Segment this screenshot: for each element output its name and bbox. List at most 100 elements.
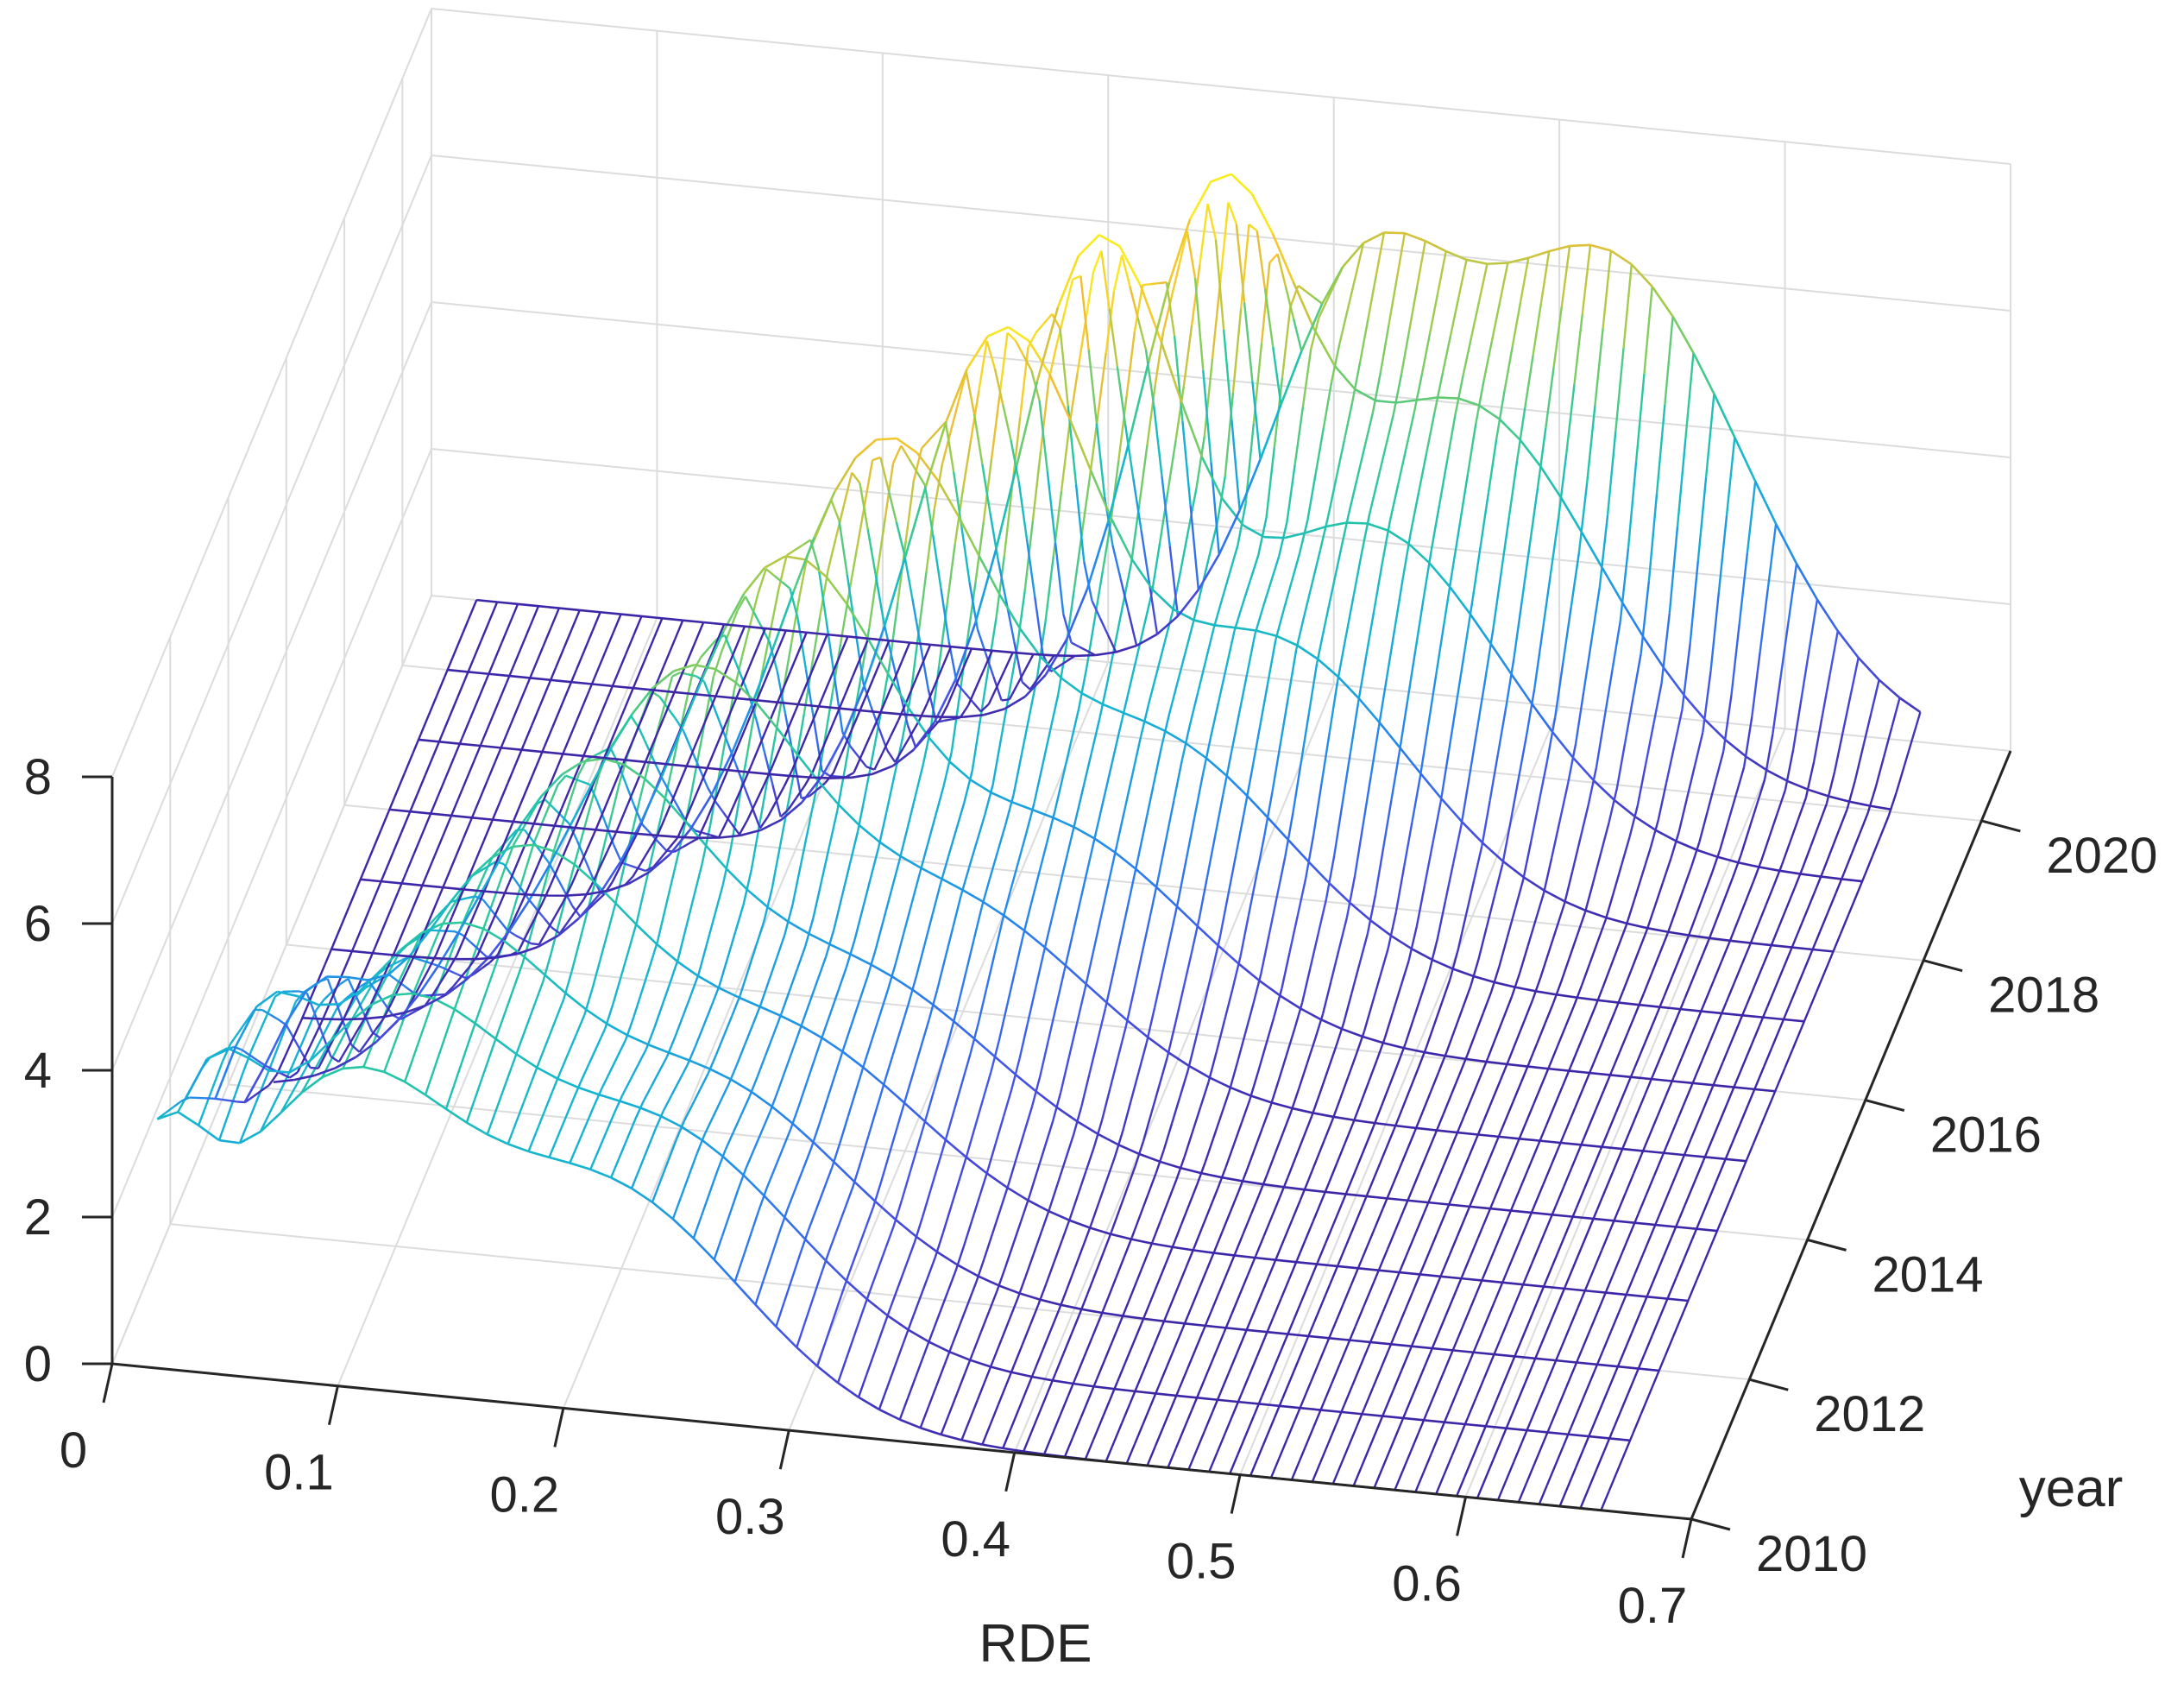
mesh-line-rde xyxy=(503,940,526,958)
mesh-line-rde xyxy=(631,1187,653,1203)
mesh-line-year xyxy=(1611,621,1621,671)
mesh-line-year xyxy=(1492,1440,1502,1460)
mesh-line-rde xyxy=(383,1070,406,1083)
mesh-line-year xyxy=(966,1126,977,1156)
mesh-line-year xyxy=(678,660,689,681)
mesh-line-year xyxy=(654,1110,665,1130)
mesh-line-year xyxy=(425,855,436,876)
mesh-line-year xyxy=(1714,1062,1724,1082)
mesh-line-year xyxy=(1533,1444,1544,1465)
mesh-line-rde xyxy=(525,893,546,897)
z-tick-label: 8 xyxy=(24,749,52,805)
mesh-line-year xyxy=(1080,1074,1091,1107)
mesh-line-year xyxy=(744,596,755,612)
mesh-line-year xyxy=(892,1200,903,1227)
mesh-line-rde xyxy=(600,610,621,615)
mesh-line-year xyxy=(1443,572,1453,625)
mesh-line-rde xyxy=(674,691,695,696)
mesh-line-rde xyxy=(1033,653,1054,657)
mesh-line-year xyxy=(1119,1301,1130,1322)
mesh-line-year xyxy=(270,1042,281,1064)
mesh-line-year xyxy=(848,830,859,865)
mesh-line-year xyxy=(1123,773,1134,810)
mesh-line-rde xyxy=(936,480,960,518)
mesh-line-rde xyxy=(1329,1336,1350,1341)
mesh-line-year xyxy=(1324,587,1334,626)
mesh-line-rde xyxy=(492,818,513,823)
mesh-line-year xyxy=(878,989,889,1016)
mesh-line-rde xyxy=(1423,1419,1445,1423)
mesh-line-year xyxy=(1026,988,1037,1025)
mesh-line-year xyxy=(1560,1327,1571,1347)
mesh-line-year xyxy=(708,1170,719,1194)
mesh-line-year xyxy=(605,1112,616,1132)
mesh-line-year xyxy=(633,716,645,736)
mesh-line-year xyxy=(1133,284,1144,332)
mesh-line-year xyxy=(1390,752,1400,800)
mesh-line-rde xyxy=(1642,1150,1665,1155)
mesh-line-year xyxy=(561,799,572,825)
mesh-line-rde xyxy=(1432,1347,1453,1352)
mesh-line-year xyxy=(1284,1319,1295,1340)
mesh-line-year xyxy=(1394,867,1406,912)
mesh-line-rde xyxy=(1713,393,1736,438)
mesh-line-year xyxy=(1394,1210,1405,1231)
mesh-line-year xyxy=(576,1125,587,1145)
mesh-line-year xyxy=(489,701,500,722)
mesh-line-year xyxy=(1512,1082,1522,1102)
mesh-line-year xyxy=(979,1170,989,1197)
mesh-line-year xyxy=(1616,1192,1627,1213)
mesh-line-year xyxy=(736,596,746,612)
mesh-line-year xyxy=(686,1045,697,1065)
mesh-line-year xyxy=(856,1228,866,1252)
mesh-line-rde xyxy=(1271,232,1294,282)
mesh-line-year xyxy=(1176,653,1186,684)
mesh-line-year xyxy=(1600,822,1610,854)
mesh-line-year xyxy=(1112,1422,1123,1443)
mesh-line-year xyxy=(1343,402,1354,441)
mesh-line-rde xyxy=(689,1059,711,1070)
mesh-line-year xyxy=(779,808,790,818)
mesh-line-year xyxy=(861,878,872,911)
mesh-line-rde xyxy=(1655,1223,1677,1228)
mesh-line-year xyxy=(1182,954,1193,990)
mesh-line-year xyxy=(1545,1365,1555,1385)
mesh-line-rde xyxy=(1692,352,1715,394)
mesh-line-year xyxy=(461,718,471,740)
mesh-line-year xyxy=(912,448,923,482)
mesh-line-year xyxy=(1632,653,1642,699)
mesh-line-year xyxy=(1275,857,1287,897)
mesh-line-rde xyxy=(1172,1246,1193,1252)
mesh-line-rde xyxy=(1416,396,1438,401)
mesh-line-year xyxy=(1517,1482,1528,1503)
mesh-line-year xyxy=(1216,1433,1226,1454)
mesh-line-year xyxy=(1429,1071,1440,1093)
mesh-line-year xyxy=(356,968,368,987)
mesh-line-year xyxy=(735,626,746,646)
mesh-line-year xyxy=(1103,762,1113,798)
mesh-line-rde xyxy=(839,707,860,712)
mesh-line-rde xyxy=(1287,839,1311,864)
mesh-line-year xyxy=(807,787,818,828)
mesh-line-rde xyxy=(1333,364,1356,390)
mesh-line-year xyxy=(1034,596,1044,654)
mesh-line-rde xyxy=(393,954,414,958)
mesh-line-rde xyxy=(1618,1001,1640,1006)
mesh-line-rde xyxy=(587,889,608,896)
mesh-line-year xyxy=(469,1014,480,1039)
mesh-line-year xyxy=(514,934,524,941)
mesh-line-year xyxy=(632,862,642,878)
mesh-line-year xyxy=(1598,1391,1609,1411)
mesh-line-rde xyxy=(1572,757,1596,782)
mesh-line-year xyxy=(1544,1003,1554,1025)
mesh-line-rde xyxy=(791,1122,815,1144)
mesh-line-year xyxy=(1734,766,1746,795)
mesh-line-year xyxy=(813,1035,824,1060)
mesh-line-year xyxy=(1067,1024,1078,1059)
mesh-line-rde xyxy=(1258,980,1281,997)
mesh-line-year xyxy=(1614,348,1625,432)
mesh-line-year xyxy=(350,1044,361,1053)
mesh-line-rde xyxy=(1308,1334,1330,1340)
mesh-line-year xyxy=(1311,1462,1322,1483)
mesh-line-rde xyxy=(983,708,1005,716)
